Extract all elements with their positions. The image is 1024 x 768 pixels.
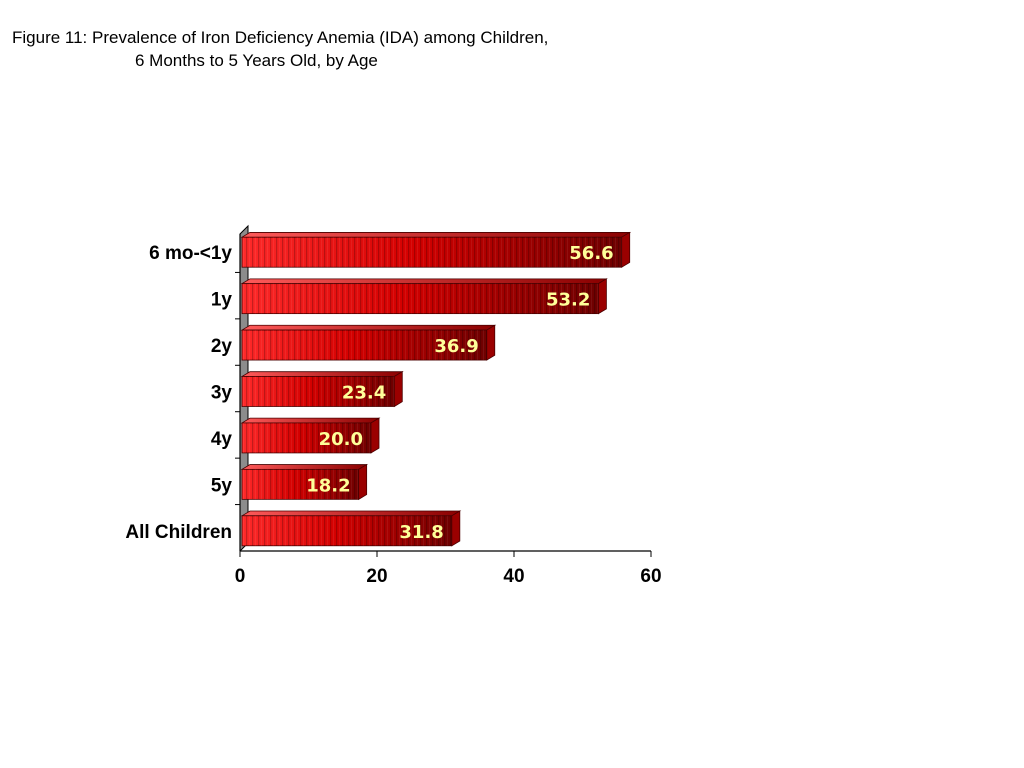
bar-end-face (598, 278, 607, 315)
value-label: 18.2 (306, 475, 350, 496)
bar (240, 417, 381, 454)
bar (240, 278, 608, 315)
bar (240, 510, 462, 547)
bar-end-face (621, 231, 631, 268)
bar-end-face (370, 417, 380, 454)
category-label: 6 mo-<1y (149, 243, 232, 264)
category-label: All Children (125, 522, 232, 543)
bar-texture (242, 469, 359, 500)
x-tick-label: 0 (235, 566, 246, 587)
bar-top-face (240, 278, 608, 285)
bar (240, 370, 404, 408)
bar-top-face (240, 324, 497, 331)
chart-title-line-1: Figure 11: Prevalence of Iron Deficiency… (12, 28, 549, 47)
bar-texture (242, 283, 599, 314)
category-label: 2y (211, 336, 233, 357)
bar-top-face (240, 232, 632, 238)
chart-title-line-2: 6 Months to 5 Years Old, by Age (135, 51, 378, 70)
bar-texture (242, 376, 395, 407)
bar (240, 324, 497, 361)
value-label: 36.9 (434, 336, 478, 357)
bar-top-face (240, 371, 404, 377)
category-label: 3y (211, 383, 233, 404)
chart-title: Figure 11: Prevalence of Iron Deficiency… (12, 26, 712, 72)
bar-texture (242, 515, 452, 546)
value-label: 20.0 (319, 429, 363, 450)
bar-texture (242, 330, 487, 361)
value-label: 56.6 (569, 243, 613, 264)
bar-top-face (240, 510, 462, 517)
bar-end-face (393, 370, 403, 408)
bar (240, 231, 632, 268)
bars (240, 231, 632, 547)
bar-end-face (486, 324, 496, 361)
bar-texture (242, 237, 622, 268)
x-tick-label: 20 (366, 566, 387, 587)
x-tick-label: 60 (640, 566, 661, 587)
labels: 0 20 40 60 6 mo-<1y 56.6 1y 53.2 2y 36.9 3y 23.4 4y 2… (125, 243, 661, 587)
x-tick-label: 40 (503, 566, 524, 587)
bar-texture (242, 422, 371, 453)
category-label: 4y (211, 429, 233, 450)
category-label: 5y (211, 475, 233, 496)
value-label: 53.2 (546, 290, 590, 311)
value-label: 31.8 (399, 522, 443, 543)
bar (240, 463, 369, 501)
value-label: 23.4 (342, 383, 386, 404)
bar-top-face (240, 417, 381, 424)
category-label: 1y (211, 290, 233, 311)
bar-end-face (358, 463, 368, 501)
bar-top-face (240, 464, 369, 470)
bar-end-face (451, 510, 461, 547)
